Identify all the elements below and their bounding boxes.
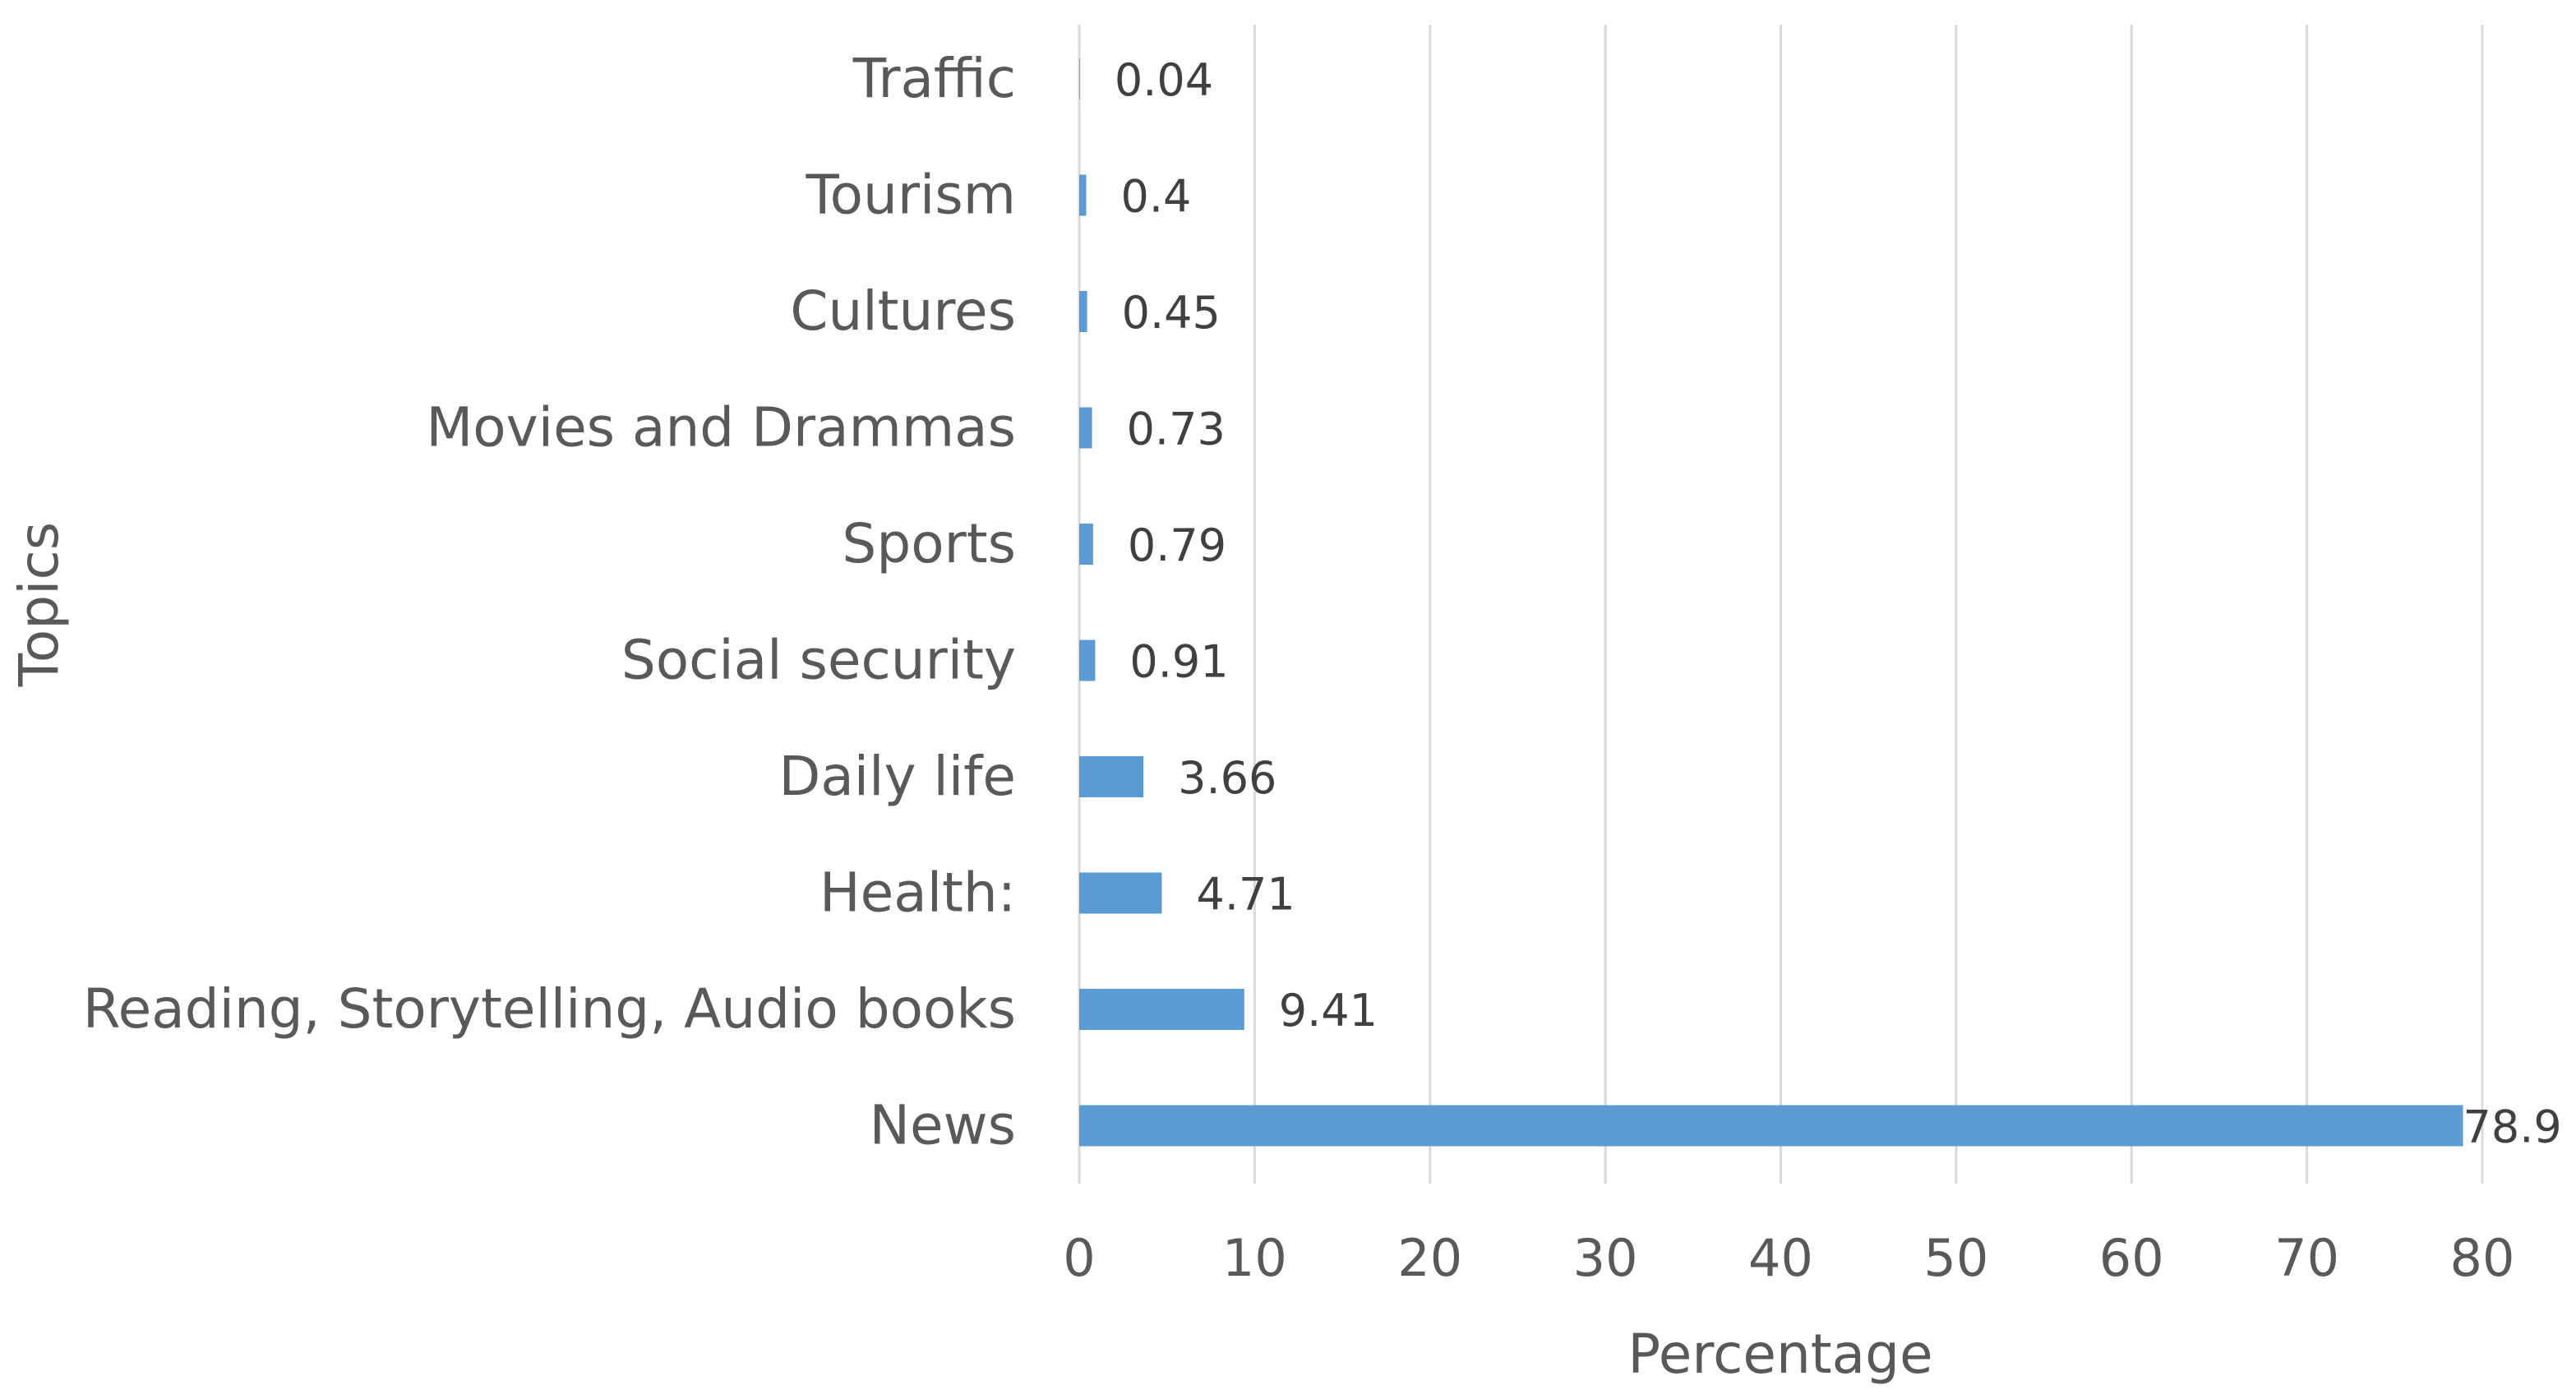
- category-label-7: Health:: [819, 861, 1016, 925]
- category-label-8: Reading, Storytelling, Audio books: [83, 977, 1016, 1041]
- data-label-5: 0.91: [1129, 636, 1228, 688]
- category-label-1: Tourism: [806, 164, 1016, 227]
- data-label-8: 9.41: [1279, 985, 1378, 1037]
- data-labels: 0.04 0.4 0.45 0.73 0.79 0.91 3.66 4.71 9.41 78.9: [1115, 54, 2562, 1153]
- data-label-9: 78.9: [2463, 1101, 2562, 1153]
- data-label-2: 0.45: [1122, 287, 1221, 339]
- bars: [1079, 58, 2463, 1147]
- category-label-6: Daily life: [779, 745, 1017, 808]
- x-tick-label-20: 20: [1397, 1228, 1462, 1288]
- x-tick-labels: 0 10 20 30 40 50 60 70 80: [1063, 1228, 2514, 1288]
- category-label-5: Social security: [621, 629, 1016, 692]
- y-axis-title: Topics: [7, 522, 71, 687]
- bar-8: [1079, 989, 1244, 1030]
- bar-0: [1079, 58, 1080, 99]
- data-label-1: 0.4: [1121, 171, 1192, 223]
- x-tick-label-30: 30: [1573, 1228, 1638, 1288]
- bar-3: [1079, 407, 1092, 449]
- data-label-4: 0.79: [1128, 519, 1226, 571]
- x-tick-label-40: 40: [1748, 1228, 1813, 1288]
- category-label-4: Sports: [842, 512, 1016, 575]
- category-label-0: Traffic: [852, 47, 1016, 110]
- x-tick-label-50: 50: [1923, 1228, 1988, 1288]
- data-label-3: 0.73: [1127, 404, 1226, 455]
- gridlines: [1078, 25, 2484, 1184]
- category-labels: Traffic Tourism Cultures Movies and Drammas…: [83, 47, 1016, 1157]
- category-label-3: Movies and Drammas: [426, 396, 1016, 459]
- data-label-7: 4.71: [1196, 869, 1295, 921]
- bar-1: [1079, 174, 1087, 216]
- x-tick-label-10: 10: [1222, 1228, 1287, 1288]
- bar-9: [1079, 1105, 2463, 1147]
- bar-5: [1079, 639, 1096, 681]
- bar-2: [1079, 291, 1087, 332]
- x-tick-label-80: 80: [2450, 1228, 2515, 1288]
- x-axis-title: Percentage: [1627, 1323, 1932, 1386]
- data-label-6: 3.66: [1178, 752, 1276, 804]
- category-label-2: Cultures: [790, 279, 1016, 343]
- x-tick-label-60: 60: [2099, 1228, 2164, 1288]
- x-tick-label-70: 70: [2274, 1228, 2339, 1288]
- data-label-0: 0.04: [1115, 54, 1213, 106]
- bar-4: [1079, 524, 1093, 565]
- category-label-9: News: [870, 1094, 1016, 1157]
- bar-7: [1079, 872, 1162, 914]
- bar-6: [1079, 756, 1144, 797]
- x-tick-label-0: 0: [1063, 1228, 1095, 1288]
